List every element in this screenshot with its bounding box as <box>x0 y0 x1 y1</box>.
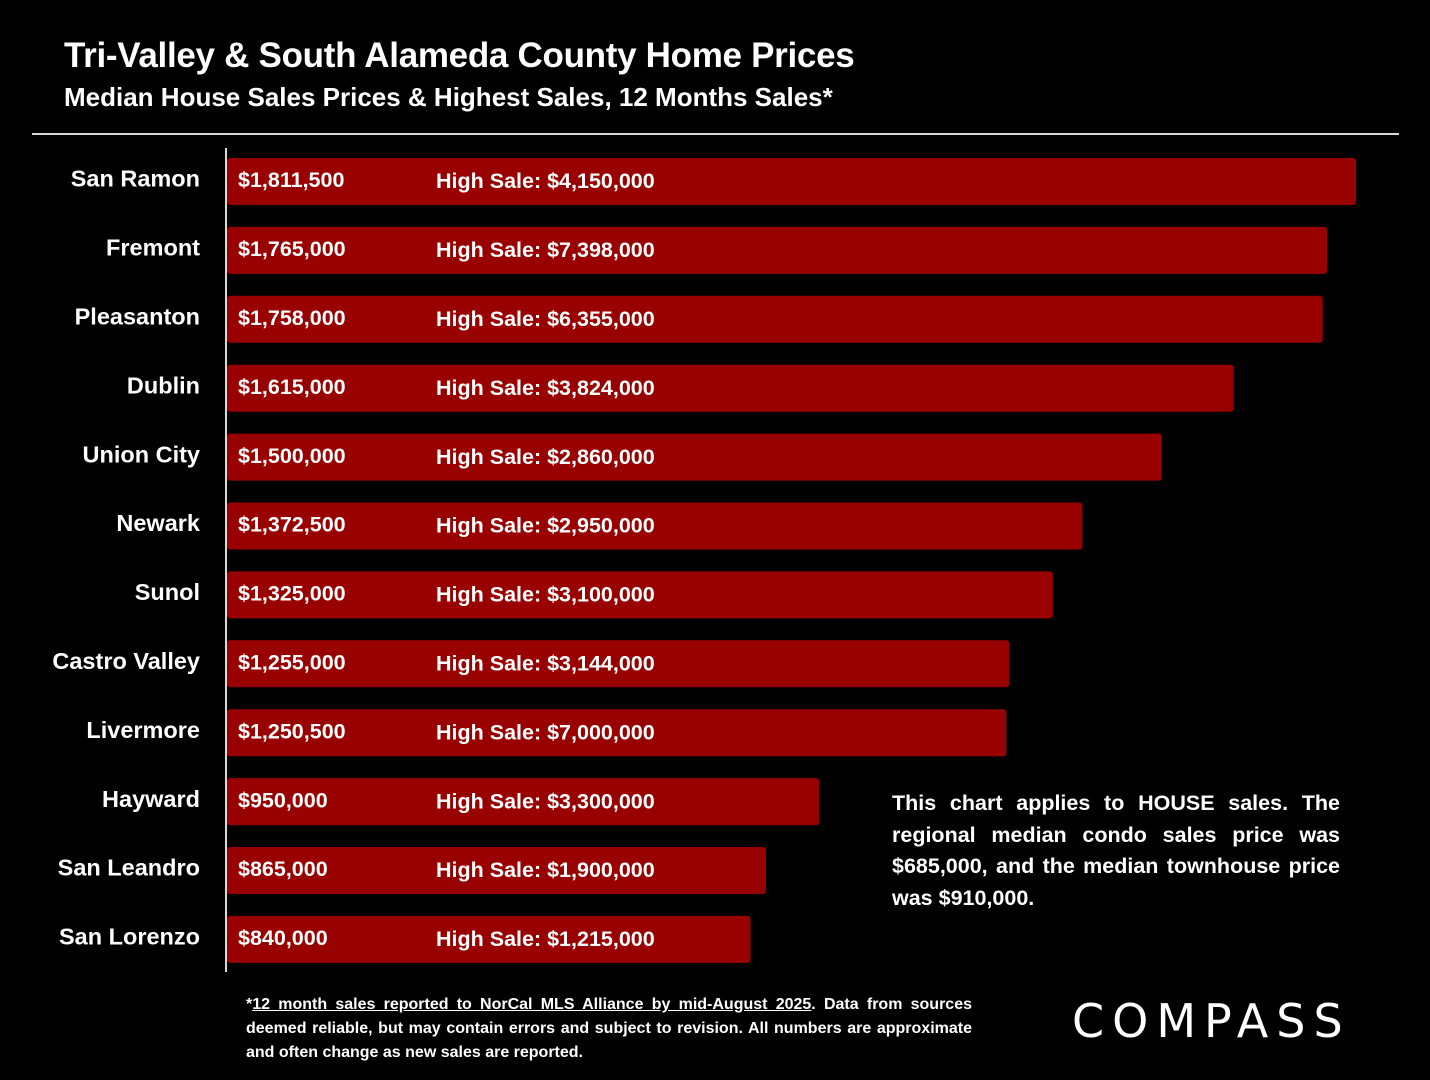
category-label: Newark <box>116 510 201 536</box>
bar <box>227 364 1234 412</box>
median-price-label: $1,250,500 <box>238 719 346 743</box>
bar <box>227 640 1010 688</box>
median-price-label: $1,325,000 <box>238 582 346 606</box>
category-label: San Lorenzo <box>59 924 200 950</box>
compass-logo: COMPASS <box>1072 994 1351 1048</box>
chart-subtitle: Median House Sales Prices & Highest Sale… <box>64 82 833 112</box>
high-sale-label: High Sale: $3,100,000 <box>436 583 655 607</box>
category-label: Dublin <box>127 372 200 398</box>
category-label: Fremont <box>106 235 200 261</box>
high-sale-label: High Sale: $3,144,000 <box>436 651 655 675</box>
category-label: Pleasanton <box>75 304 200 330</box>
median-price-label: $1,811,500 <box>238 168 344 192</box>
high-sale-label: High Sale: $2,950,000 <box>436 514 655 538</box>
category-label: San Leandro <box>58 855 200 881</box>
category-label: Union City <box>83 441 201 467</box>
category-label: Sunol <box>135 579 200 605</box>
title-divider <box>32 133 1399 135</box>
median-price-label: $840,000 <box>238 926 328 950</box>
high-sale-label: High Sale: $3,824,000 <box>436 376 655 400</box>
bar <box>227 709 1007 757</box>
high-sale-label: High Sale: $1,900,000 <box>436 858 655 882</box>
median-price-label: $1,372,500 <box>238 513 346 537</box>
footnote-star: * <box>246 996 253 1013</box>
footnote-source: 12 month sales reported to NorCal MLS Al… <box>252 996 812 1013</box>
category-label: San Ramon <box>71 166 200 192</box>
bar <box>227 433 1162 481</box>
median-price-label: $950,000 <box>238 788 328 812</box>
high-sale-label: High Sale: $1,215,000 <box>436 927 655 951</box>
bar <box>227 571 1053 619</box>
footnote: *12 month sales reported to NorCal MLS A… <box>246 993 972 1065</box>
bar <box>227 226 1328 274</box>
high-sale-label: High Sale: $7,000,000 <box>436 720 655 744</box>
median-price-label: $865,000 <box>238 857 328 881</box>
high-sale-label: High Sale: $3,300,000 <box>436 789 655 813</box>
high-sale-label: High Sale: $6,355,000 <box>436 307 655 331</box>
median-price-label: $1,500,000 <box>238 444 346 468</box>
house-sales-note: This chart applies to HOUSE sales. The r… <box>892 791 1340 910</box>
footnote-disclaimer: . Data from sources deemed reliable, but… <box>246 996 973 1061</box>
high-sale-label: High Sale: $4,150,000 <box>436 169 655 193</box>
chart-title: Tri-Valley & South Alameda County Home P… <box>64 36 855 75</box>
median-price-label: $1,765,000 <box>238 237 346 261</box>
high-sale-label: High Sale: $2,860,000 <box>436 445 655 469</box>
bar <box>227 295 1323 343</box>
median-price-label: $1,758,000 <box>238 306 346 330</box>
category-label: Hayward <box>102 786 200 812</box>
high-sale-label: High Sale: $7,398,000 <box>436 238 655 262</box>
bar <box>227 502 1083 550</box>
bar <box>227 158 1356 205</box>
median-price-label: $1,615,000 <box>238 375 346 399</box>
bar <box>227 915 751 963</box>
category-label: Castro Valley <box>52 648 200 674</box>
bar <box>227 778 820 826</box>
bar <box>227 847 767 894</box>
median-price-label: $1,255,000 <box>238 650 346 674</box>
category-label: Livermore <box>86 717 200 743</box>
